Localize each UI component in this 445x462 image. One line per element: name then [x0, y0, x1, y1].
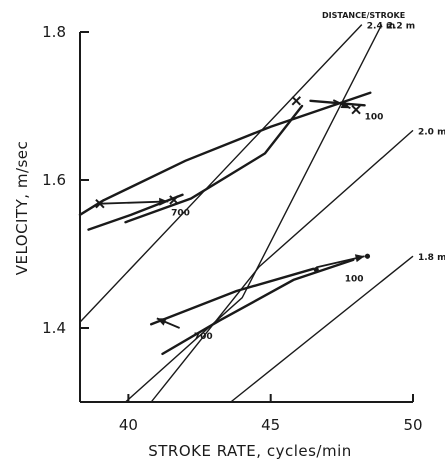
series-line — [161, 258, 355, 356]
markers — [95, 96, 371, 273]
distance-label: 700 — [171, 209, 190, 219]
iso-line — [150, 129, 414, 403]
series-lines — [78, 91, 372, 356]
annotations: 700 100 100 700 — [171, 112, 383, 342]
iso-line-label: 1.8 m — [418, 253, 445, 263]
distance-label: 100 — [345, 274, 364, 284]
ticks: 40 45 50 1.4 1.6 1.8 — [42, 23, 422, 434]
y-tick-label: 1.8 — [42, 23, 66, 41]
arrow-shaft — [99, 200, 169, 205]
axes — [79, 32, 413, 403]
y-tick-label: 1.4 — [42, 319, 66, 337]
x-tick-label: 50 — [403, 416, 422, 434]
arrows — [99, 99, 365, 329]
distance-label: 100 — [365, 112, 384, 122]
x-tick-label: 40 — [119, 416, 138, 434]
series-line — [124, 104, 304, 224]
x-marker — [95, 198, 105, 209]
arrow-head — [159, 197, 169, 206]
iso-lines: 2.4 m2.2 m2.0 m1.8 m — [79, 22, 445, 403]
iso-line — [79, 24, 363, 323]
x-tick-label: 45 — [261, 416, 280, 434]
iso-line-label: 2.0 m — [418, 127, 445, 137]
x-marker — [351, 104, 361, 115]
dot-marker — [313, 266, 319, 273]
iso-line — [230, 255, 414, 403]
legend-title: DISTANCE/STROKE — [322, 11, 405, 20]
y-axis-label: VELOCITY, m/sec — [13, 141, 31, 276]
arrow-head — [340, 100, 351, 109]
x-axis-label: STROKE RATE, cycles/min — [148, 442, 352, 460]
distance-label: 700 — [194, 332, 213, 342]
iso-line-label: 2.2 m — [387, 22, 415, 32]
x-marker — [169, 195, 179, 205]
series-line — [78, 91, 372, 217]
arrow-head — [354, 254, 365, 263]
iso-line — [125, 24, 383, 403]
dot-marker — [364, 253, 371, 259]
x-marker — [291, 96, 302, 106]
series-line — [149, 267, 315, 326]
arrow-head — [156, 318, 167, 326]
y-tick-label: 1.6 — [42, 171, 66, 189]
